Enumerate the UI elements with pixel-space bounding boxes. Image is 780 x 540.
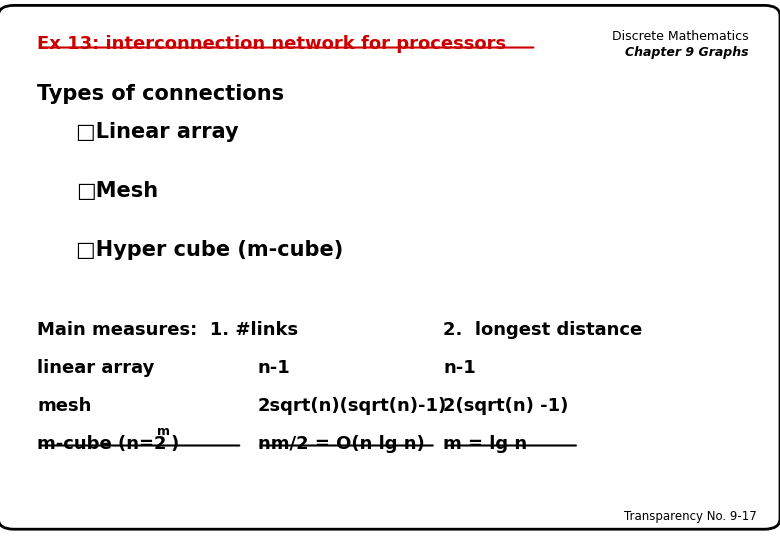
- Text: m: m: [157, 425, 170, 438]
- Text: ): ): [170, 435, 179, 453]
- Text: n-1: n-1: [443, 359, 476, 377]
- Text: □Linear array: □Linear array: [76, 122, 239, 141]
- Text: m = lg n: m = lg n: [443, 435, 527, 453]
- Text: 2sqrt(n)(sqrt(n)-1): 2sqrt(n)(sqrt(n)-1): [257, 397, 447, 415]
- Text: Main measures:  1. #links: Main measures: 1. #links: [37, 321, 298, 339]
- Text: mesh: mesh: [37, 397, 91, 415]
- Text: n-1: n-1: [257, 359, 290, 377]
- Text: linear array: linear array: [37, 359, 154, 377]
- Text: Transparency No. 9-17: Transparency No. 9-17: [624, 510, 757, 523]
- Text: Ex 13: interconnection network for processors: Ex 13: interconnection network for proce…: [37, 35, 506, 53]
- FancyBboxPatch shape: [0, 5, 780, 529]
- Text: □Hyper cube (m-cube): □Hyper cube (m-cube): [76, 240, 343, 260]
- Text: □Mesh: □Mesh: [76, 181, 158, 201]
- Text: 2(sqrt(n) -1): 2(sqrt(n) -1): [443, 397, 569, 415]
- Text: m-cube (n=2: m-cube (n=2: [37, 435, 166, 453]
- Text: 2.  longest distance: 2. longest distance: [443, 321, 643, 339]
- Text: Types of connections: Types of connections: [37, 84, 284, 104]
- Text: Discrete Mathematics: Discrete Mathematics: [612, 30, 749, 43]
- Text: nm/2 = O(n lg n): nm/2 = O(n lg n): [257, 435, 424, 453]
- Text: Chapter 9 Graphs: Chapter 9 Graphs: [626, 46, 749, 59]
